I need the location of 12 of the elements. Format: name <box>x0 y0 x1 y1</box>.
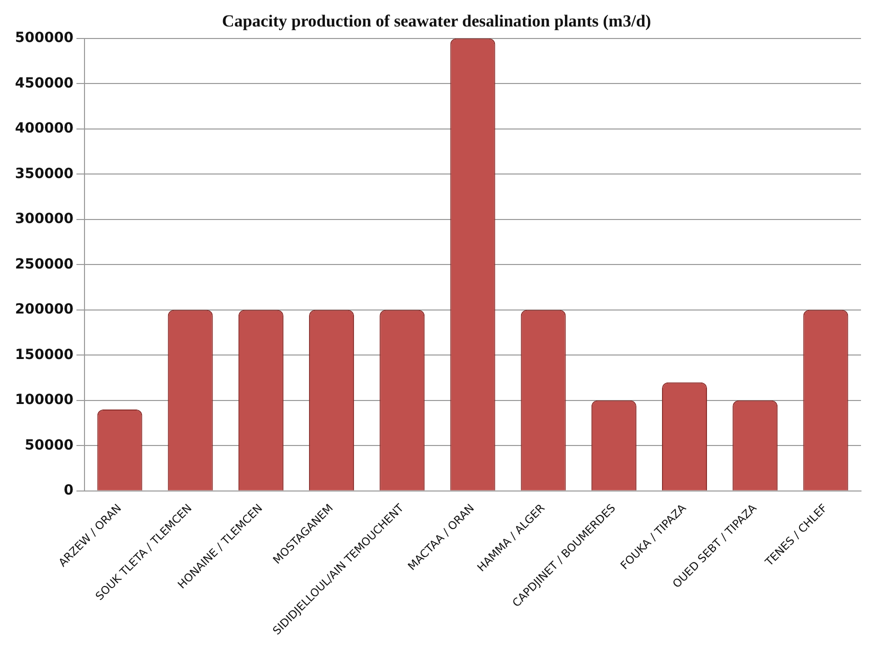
y-tick-label: 300000 <box>14 211 74 228</box>
y-tick-label: 150000 <box>14 346 74 363</box>
y-tick-label: 200000 <box>14 302 74 318</box>
y-tick-label: 100000 <box>14 392 74 408</box>
y-tick-label: 350000 <box>14 166 74 182</box>
y-tick-label: 400000 <box>14 120 74 137</box>
y-tick-label: 500000 <box>14 30 74 46</box>
y-tick-label: 0 <box>64 482 74 499</box>
y-tick-label: 450000 <box>14 75 74 92</box>
y-tick-label: 250000 <box>14 256 74 272</box>
chart-title: Capacity production of seawater desalination plants (m3/d) <box>222 12 652 31</box>
y-tick-label: 50000 <box>24 437 74 454</box>
